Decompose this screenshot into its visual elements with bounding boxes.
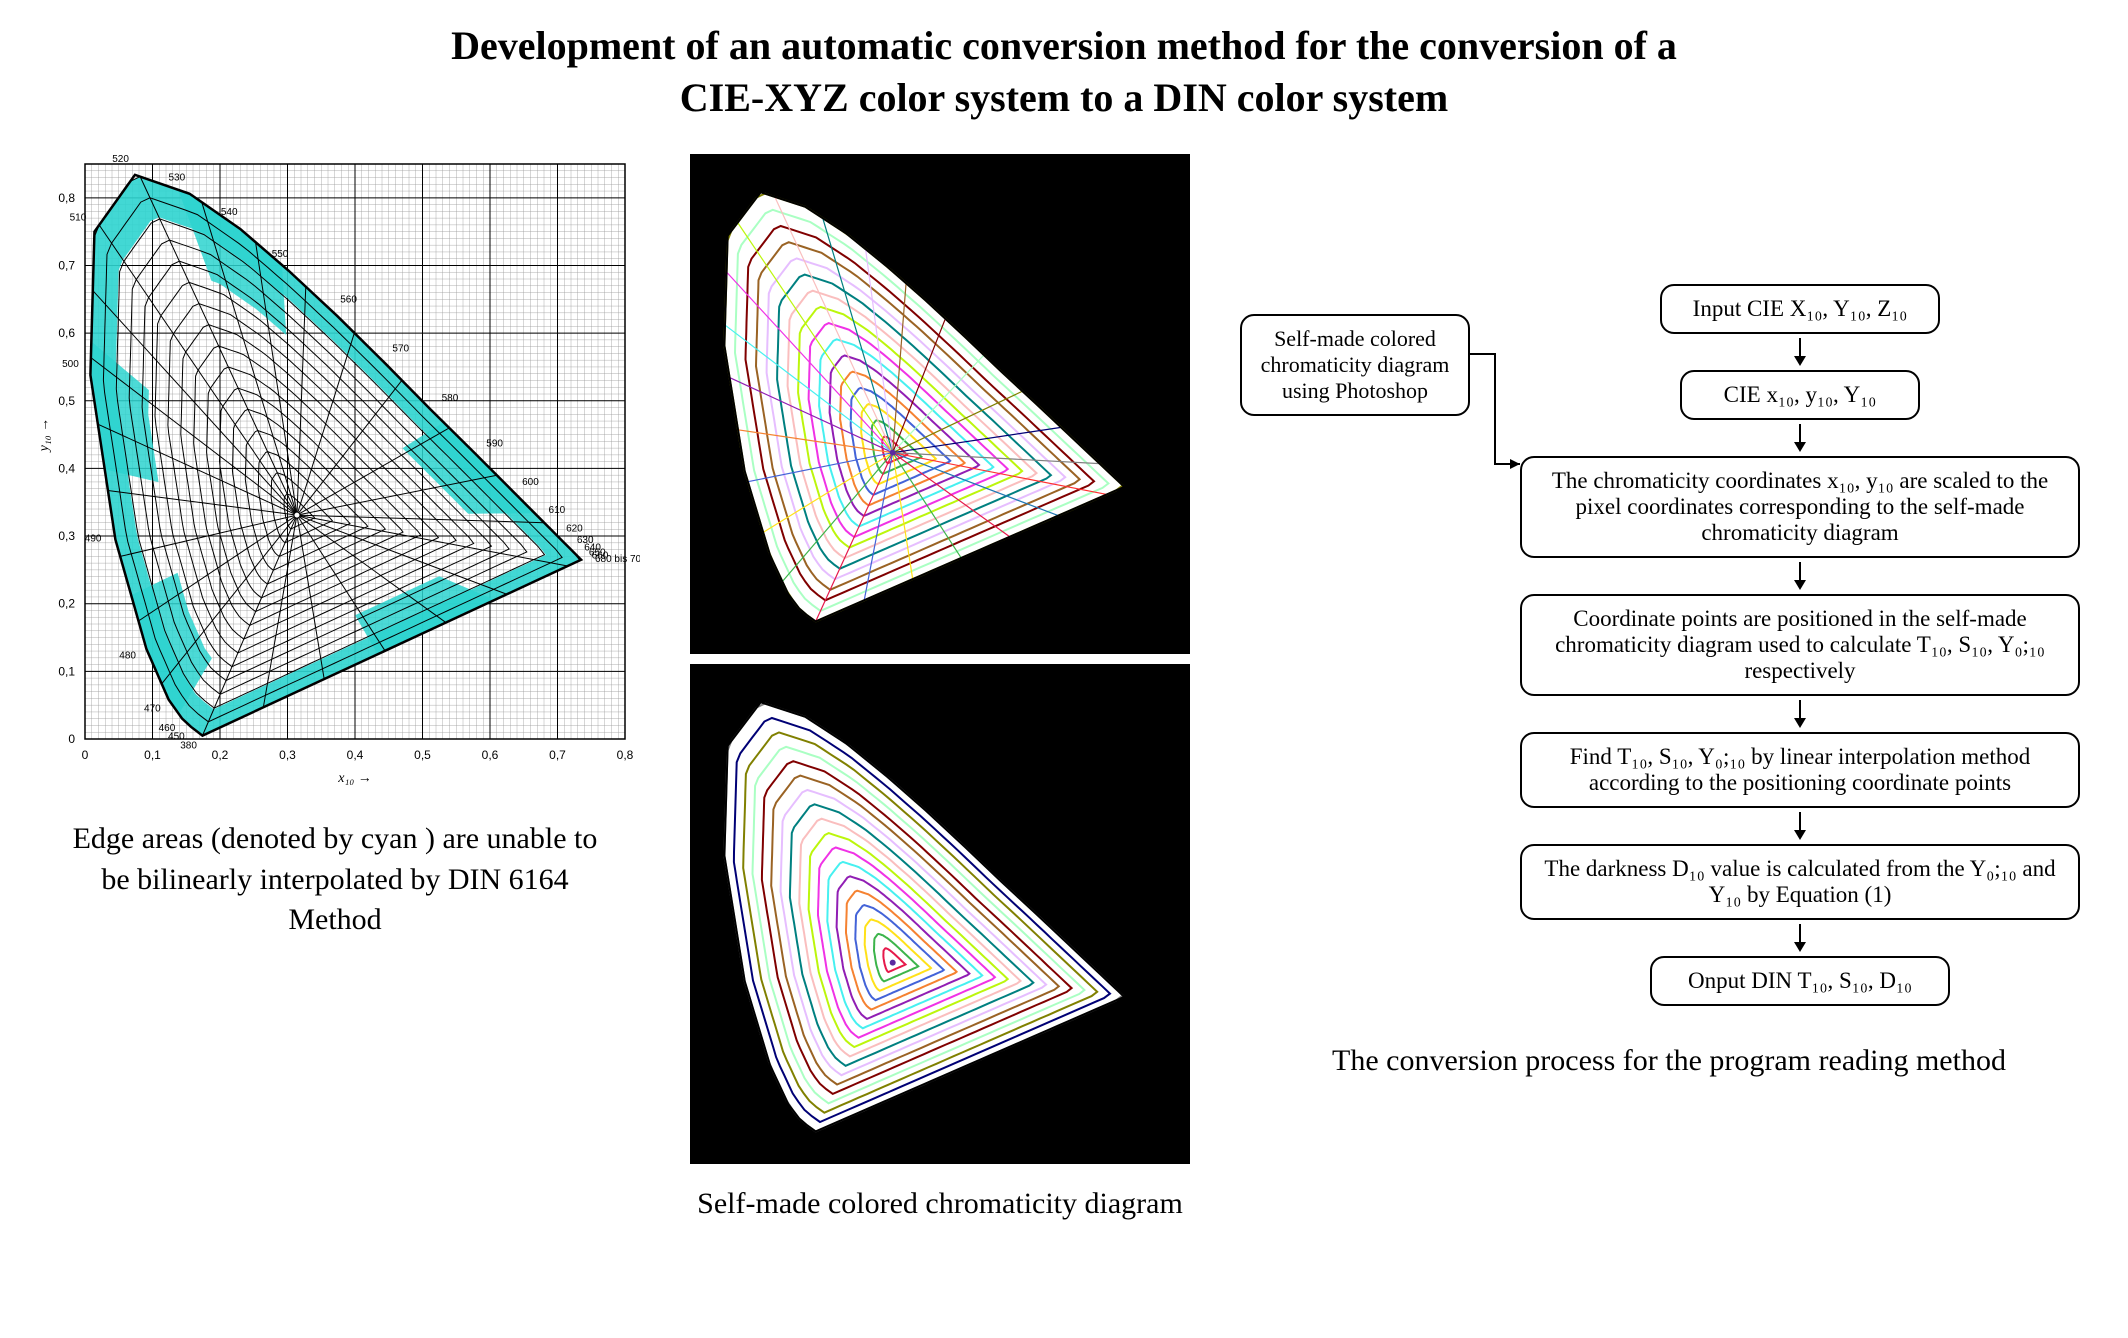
- flow-node-cie-xy: CIE x₁₀, y₁₀, Y₁₀: [1680, 370, 1920, 420]
- svg-text:460: 460: [159, 723, 176, 734]
- svg-text:590: 590: [486, 439, 503, 450]
- svg-text:620: 620: [566, 523, 583, 534]
- svg-text:0: 0: [68, 732, 75, 746]
- svg-text:600: 600: [522, 477, 539, 488]
- svg-text:500: 500: [62, 359, 79, 370]
- svg-text:0,6: 0,6: [482, 748, 499, 762]
- colored-diagram-bottom: [690, 664, 1190, 1164]
- svg-text:580: 580: [442, 393, 459, 404]
- svg-text:x₁₀ →: x₁₀ →: [337, 771, 371, 786]
- svg-text:0,3: 0,3: [279, 748, 296, 762]
- cie-gridded-diagram: 0 0,1 0,2 0,3 0,4 0,5 0,6 0,7 0,8 0 0,1 0,2 0,3 0,4 0,…: [30, 154, 640, 794]
- left-column: 0 0,1 0,2 0,3 0,4 0,5 0,6 0,7 0,8 0 0,1 0,2 0,3 0,4 0,…: [30, 154, 640, 941]
- flow-arrow: [1520, 700, 2080, 728]
- svg-text:540: 540: [221, 207, 238, 218]
- title-line1: Development of an automatic conversion m…: [451, 23, 1677, 68]
- flow-arrow: [1520, 424, 2080, 452]
- right-column: Self-made colored chromaticity diagram u…: [1240, 154, 2098, 1082]
- svg-text:0,8: 0,8: [58, 191, 75, 205]
- flow-node-darkness: The darkness D₁₀ value is calculated fro…: [1520, 844, 2080, 920]
- svg-text:0: 0: [82, 748, 89, 762]
- svg-text:0,6: 0,6: [58, 326, 75, 340]
- flow-node-scale: The chromaticity coordinates x₁₀, y₁₀ ar…: [1520, 456, 2080, 558]
- right-caption: The conversion process for the program r…: [1240, 1041, 2098, 1082]
- sidebox-photoshop: Self-made colored chromaticity diagram u…: [1240, 314, 1470, 416]
- flow-arrow: [1520, 562, 2080, 590]
- svg-text:0,8: 0,8: [617, 748, 634, 762]
- mid-caption: Self-made colored chromaticity diagram: [690, 1184, 1190, 1225]
- flow-arrow: [1520, 924, 2080, 952]
- svg-text:0,3: 0,3: [58, 529, 75, 543]
- svg-text:0,1: 0,1: [58, 664, 75, 678]
- svg-text:0,7: 0,7: [58, 258, 75, 272]
- svg-text:610: 610: [549, 505, 566, 516]
- flow-arrow: [1520, 338, 2080, 366]
- flow-node-interp: Find T₁₀, S₁₀, Y₀;₁₀ by linear interpola…: [1520, 732, 2080, 808]
- flow-node-input: Input CIE X₁₀, Y₁₀, Z₁₀: [1660, 284, 1940, 334]
- svg-text:0,7: 0,7: [549, 748, 566, 762]
- svg-text:0,5: 0,5: [414, 748, 431, 762]
- svg-text:530: 530: [169, 172, 186, 183]
- svg-text:0,5: 0,5: [58, 394, 75, 408]
- sidebox-connector: [1470, 284, 1520, 474]
- svg-text:0,4: 0,4: [347, 748, 364, 762]
- left-caption: Edge areas (denoted by cyan ) are unable…: [30, 819, 640, 941]
- flowchart: Input CIE X₁₀, Y₁₀, Z₁₀ CIE x₁₀, y₁₀, Y₁…: [1520, 284, 2080, 1006]
- svg-text:470: 470: [144, 703, 161, 714]
- svg-text:0,1: 0,1: [144, 748, 161, 762]
- svg-text:490: 490: [85, 533, 102, 544]
- svg-text:680 bis 700: 680 bis 700: [595, 554, 640, 565]
- colored-diagram-top: [690, 154, 1190, 654]
- svg-text:570: 570: [392, 343, 409, 354]
- middle-column: Self-made colored chromaticity diagram: [690, 154, 1190, 1225]
- svg-text:550: 550: [272, 249, 289, 260]
- svg-text:480: 480: [119, 650, 136, 661]
- svg-text:560: 560: [340, 294, 357, 305]
- svg-text:0,4: 0,4: [58, 461, 75, 475]
- svg-text:0,2: 0,2: [58, 597, 75, 611]
- svg-text:0,2: 0,2: [212, 748, 229, 762]
- flow-node-output: Onput DIN T₁₀, S₁₀, D₁₀: [1650, 956, 1950, 1006]
- svg-text:y₁₀ →: y₁₀ →: [37, 418, 52, 453]
- main-row: 0 0,1 0,2 0,3 0,4 0,5 0,6 0,7 0,8 0 0,1 0,2 0,3 0,4 0,…: [30, 154, 2098, 1225]
- title-line2: CIE-XYZ color system to a DIN color syst…: [680, 75, 1448, 120]
- svg-text:510: 510: [70, 212, 87, 223]
- page-title: Development of an automatic conversion m…: [30, 20, 2098, 124]
- flow-arrow: [1520, 812, 2080, 840]
- flow-node-position: Coordinate points are positioned in the …: [1520, 594, 2080, 696]
